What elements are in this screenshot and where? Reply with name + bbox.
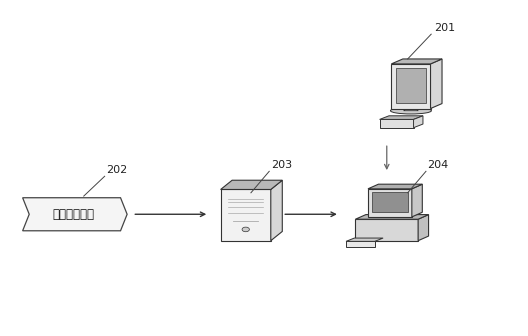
Polygon shape — [355, 215, 429, 219]
Polygon shape — [221, 190, 271, 241]
Polygon shape — [403, 109, 418, 111]
Polygon shape — [380, 119, 413, 128]
Polygon shape — [372, 192, 408, 212]
Text: 201: 201 — [434, 23, 455, 33]
Text: 204: 204 — [428, 160, 449, 170]
Text: 数据采集装置: 数据采集装置 — [53, 208, 95, 221]
Polygon shape — [368, 184, 422, 189]
Polygon shape — [418, 215, 429, 241]
Polygon shape — [355, 219, 418, 241]
Polygon shape — [430, 59, 442, 109]
Polygon shape — [346, 241, 375, 247]
Polygon shape — [413, 116, 423, 128]
Ellipse shape — [391, 108, 431, 114]
Polygon shape — [412, 184, 422, 217]
Polygon shape — [391, 59, 442, 64]
Polygon shape — [380, 116, 423, 119]
Polygon shape — [271, 180, 282, 241]
Polygon shape — [221, 180, 282, 190]
Text: 203: 203 — [271, 160, 292, 170]
Circle shape — [242, 227, 249, 232]
Polygon shape — [396, 68, 426, 102]
Polygon shape — [346, 238, 383, 241]
Polygon shape — [368, 189, 412, 217]
Polygon shape — [391, 64, 430, 109]
Polygon shape — [23, 198, 127, 231]
Text: 202: 202 — [106, 165, 127, 175]
